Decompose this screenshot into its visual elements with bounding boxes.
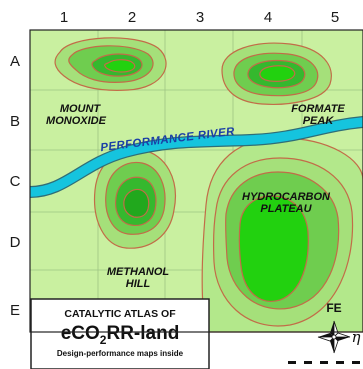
hydrocarbon-plateau-label-line2: PLATEAU (260, 203, 312, 215)
column-label-2: 2 (128, 9, 136, 26)
row-label-b: B (10, 113, 20, 130)
row-label-d: D (10, 234, 21, 251)
compass-star-icon (317, 320, 351, 354)
compass-fe-label: FE (326, 301, 341, 315)
formate-peak-contours (221, 42, 332, 105)
column-label-3: 3 (196, 9, 204, 26)
hydrocarbon-plateau-label-line1: HYDROCARBON (242, 191, 331, 203)
methanol-hill-label-line1: METHANOL (107, 266, 170, 278)
formate-peak-label-line1: FORMATE (291, 103, 345, 115)
mount-monoxide-label-line1: MOUNT (60, 103, 102, 115)
mount-monoxide-label-line2: MONOXIDE (46, 115, 107, 127)
mount-monoxide-contours (54, 37, 167, 91)
map-frame (29, 29, 363, 333)
row-label-e: E (10, 302, 20, 319)
scale-bar-segment (288, 361, 296, 364)
legend-box: CATALYTIC ATLAS OF eCO2RR-land Design-pe… (30, 298, 210, 369)
column-label-4: 4 (264, 9, 272, 26)
legend-main-title: eCO2RR-land (61, 323, 180, 347)
scale-bar-segment (352, 361, 360, 364)
column-label-1: 1 (60, 9, 68, 26)
column-label-5: 5 (331, 9, 339, 26)
compass-eta-label: η (352, 328, 361, 346)
row-label-c: C (10, 173, 21, 190)
legend-title-line: CATALYTIC ATLAS OF (64, 308, 176, 320)
legend-subtitle: Design-performance maps inside (57, 349, 184, 358)
scale-bar-segment (320, 361, 328, 364)
methanol-hill-label-line2: HILL (126, 278, 151, 290)
scale-bar-segment (304, 361, 312, 364)
scale-bar-segment (336, 361, 344, 364)
compass-rose: FE η (288, 301, 361, 364)
performance-river (29, 116, 363, 198)
hydrocarbon-plateau-contours (201, 137, 363, 333)
methanol-hill-contours (93, 148, 176, 249)
row-label-a: A (10, 53, 20, 70)
formate-peak-label-line2: PEAK (303, 115, 335, 127)
